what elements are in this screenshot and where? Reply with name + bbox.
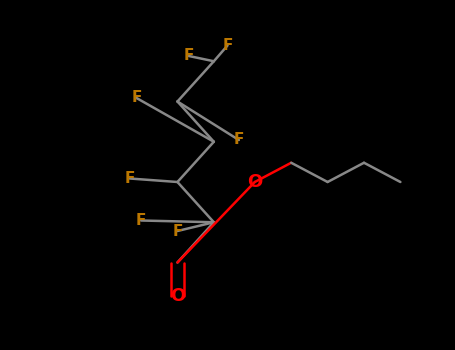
Text: O: O — [170, 287, 185, 305]
Text: F: F — [131, 91, 142, 105]
Text: O: O — [247, 173, 263, 191]
Text: F: F — [172, 224, 182, 238]
Text: F: F — [136, 213, 146, 228]
Text: F: F — [184, 49, 194, 63]
Text: F: F — [234, 133, 244, 147]
Text: F: F — [222, 38, 233, 53]
Text: F: F — [125, 171, 135, 186]
